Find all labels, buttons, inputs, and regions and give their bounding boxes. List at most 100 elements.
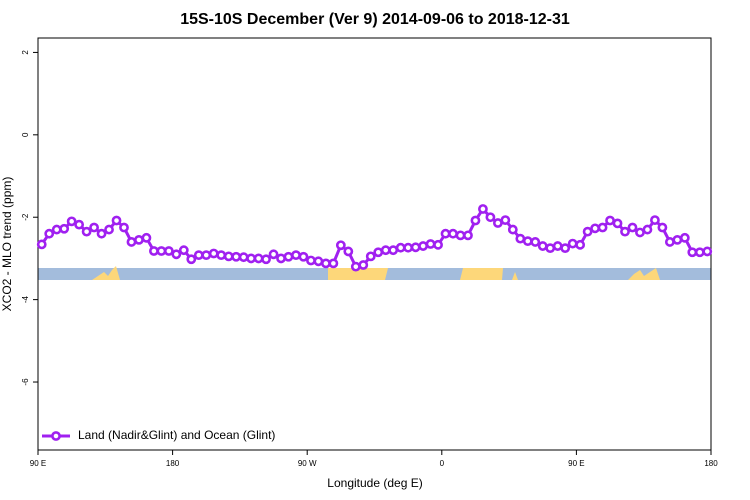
- data-point: [201, 250, 212, 261]
- data-point: [96, 228, 107, 239]
- data-point: [141, 232, 152, 243]
- data-point: [44, 228, 55, 239]
- data-point: [537, 241, 548, 251]
- y-axis-label: XCO2 - MLO trend (ppm): [0, 177, 14, 312]
- y-tick-label: 2: [21, 50, 30, 55]
- data-point: [313, 256, 324, 267]
- data-point: [515, 233, 526, 244]
- data-point: [492, 218, 503, 228]
- data-point: [104, 224, 114, 235]
- data-point: [395, 242, 406, 253]
- data-point: [590, 223, 600, 234]
- data-point: [597, 222, 608, 233]
- data-point: [134, 234, 144, 245]
- y-tick-label: -2: [21, 213, 30, 221]
- data-point: [433, 239, 443, 250]
- data-point: [380, 245, 391, 256]
- data-point: [575, 239, 586, 250]
- data-point: [283, 251, 294, 262]
- data-point: [253, 253, 264, 264]
- y-tick-label: -4: [21, 296, 30, 304]
- data-point: [478, 204, 488, 214]
- data-point: [231, 251, 242, 262]
- data-point: [238, 252, 249, 263]
- data-point: [642, 224, 653, 235]
- data-point: [291, 250, 301, 261]
- data-point: [388, 245, 399, 256]
- land-area: [92, 266, 120, 280]
- data-point: [276, 253, 286, 264]
- data-point: [605, 215, 615, 226]
- data-point: [36, 239, 47, 250]
- data-point: [440, 228, 451, 239]
- data-point: [552, 241, 563, 251]
- data-point: [246, 253, 257, 264]
- data-point: [485, 212, 496, 223]
- legend: Land (Nadir&Glint) and Ocean (Glint): [42, 428, 275, 442]
- land-area: [628, 268, 660, 280]
- land-area: [460, 268, 503, 280]
- data-point: [500, 215, 511, 226]
- data-point: [343, 246, 354, 257]
- data-point: [350, 261, 361, 272]
- y-tick-label: -6: [21, 378, 30, 386]
- data-point: [335, 240, 346, 251]
- data-point: [650, 215, 660, 226]
- data-point: [425, 239, 436, 249]
- data-point: [149, 246, 159, 256]
- data-point: [163, 246, 174, 256]
- data-point: [51, 224, 62, 235]
- data-point: [418, 241, 429, 251]
- data-point: [448, 228, 458, 239]
- data-point: [410, 242, 421, 253]
- x-tick-label: 90 E: [30, 459, 46, 468]
- data-point: [193, 250, 204, 261]
- data-point: [635, 227, 645, 238]
- data-point: [74, 219, 85, 230]
- data-point: [156, 246, 167, 256]
- data-point: [694, 247, 705, 258]
- data-point: [208, 248, 219, 259]
- data-point: [463, 230, 473, 241]
- data-point: [522, 236, 533, 247]
- data-point: [261, 254, 271, 265]
- data-point: [545, 243, 556, 254]
- x-tick-label: 180: [704, 459, 718, 468]
- data-point: [455, 230, 466, 241]
- x-tick-label: 0: [440, 459, 445, 468]
- data-point: [620, 226, 630, 237]
- surface-band: [38, 266, 711, 280]
- data-point: [306, 255, 316, 266]
- data-point: [119, 222, 129, 233]
- data-point: [679, 232, 690, 243]
- data-point: [470, 215, 481, 226]
- x-tick-label: 90 W: [298, 459, 317, 468]
- data-point: [373, 247, 384, 258]
- x-tick-label: 180: [166, 459, 180, 468]
- land-area: [328, 268, 388, 280]
- data-point: [403, 242, 414, 253]
- x-tick-label: 90 E: [568, 459, 584, 468]
- data-point: [365, 251, 376, 262]
- data-point: [672, 234, 683, 245]
- data-point: [216, 250, 227, 261]
- data-point: [358, 260, 369, 270]
- data-point: [320, 258, 331, 269]
- y-tick-label: 0: [21, 132, 30, 137]
- data-point: [627, 222, 638, 233]
- data-point: [171, 249, 182, 260]
- data-point: [702, 246, 713, 257]
- data-point: [530, 237, 541, 247]
- data-point: [657, 222, 668, 233]
- legend-marker: [51, 431, 61, 441]
- data-point: [612, 218, 623, 229]
- data-point: [298, 251, 309, 262]
- legend-label: Land (Nadir&Glint) and Ocean (Glint): [78, 428, 275, 442]
- data-point: [560, 243, 571, 254]
- data-point: [223, 251, 234, 262]
- data-point: [178, 245, 189, 256]
- data-point: [59, 223, 70, 234]
- data-point: [111, 215, 122, 226]
- data-point: [328, 258, 339, 269]
